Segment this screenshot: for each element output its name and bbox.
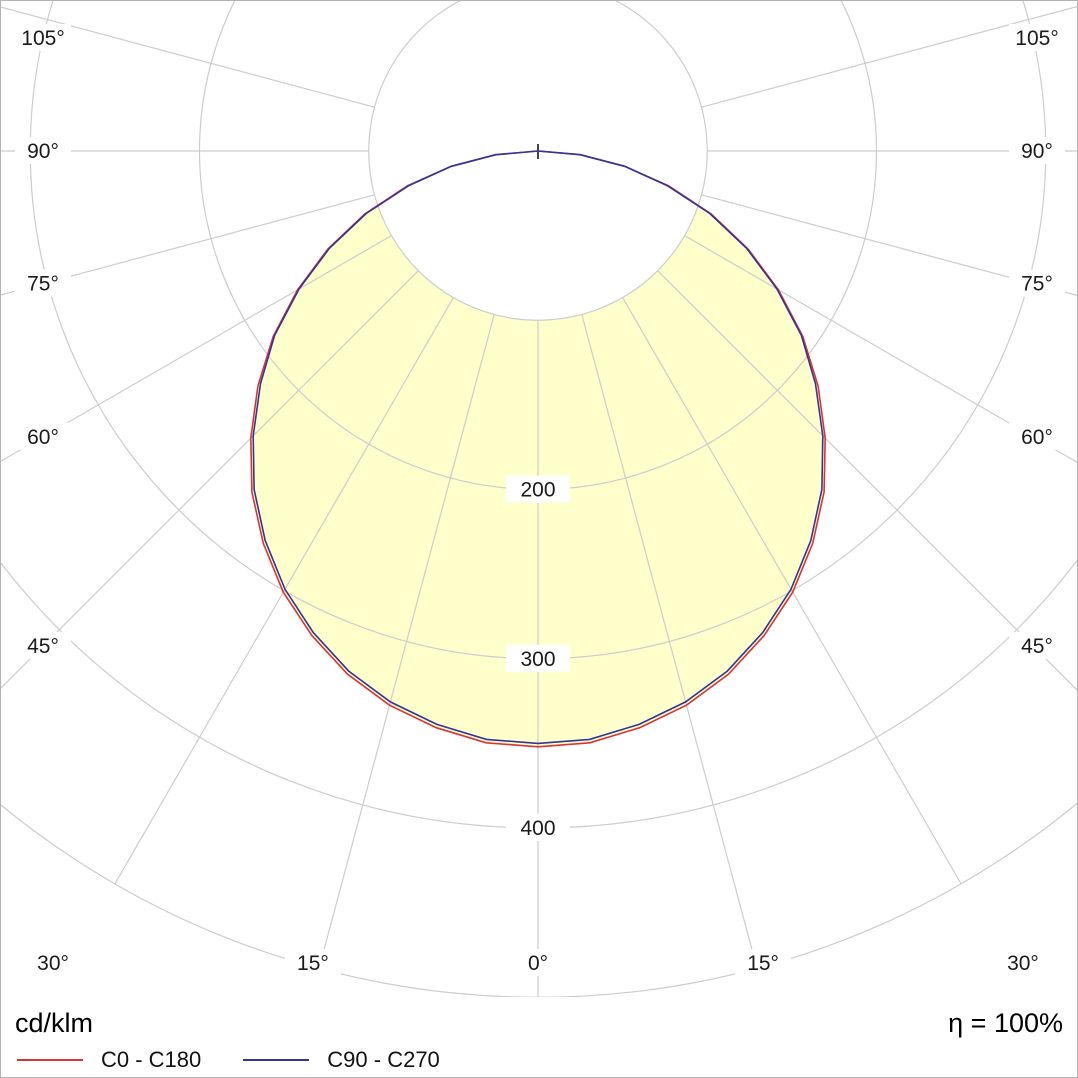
angle-label-bg: [15, 632, 71, 659]
svg-text:400: 400: [520, 817, 555, 840]
svg-text:300: 300: [520, 648, 555, 671]
legend-swatch: [243, 1059, 310, 1061]
svg-text:0°: 0°: [528, 952, 548, 975]
angle-label-bg: [25, 949, 82, 976]
inner-circle-mask: [368, 1, 708, 321]
svg-text:30°: 30°: [1007, 952, 1039, 975]
angle-label-bg: [284, 949, 341, 976]
angle-label-bg: [1009, 137, 1065, 164]
plot-area: 200 300 400 0° 15° 15° 30° 30° 45° 45° 60° 60° 75° 75…: [1, 1, 1077, 997]
svg-text:105°: 105°: [21, 27, 64, 50]
angle-label-bg: [15, 137, 71, 164]
angle-label-bg: [735, 949, 792, 976]
angle-label-bg: [15, 422, 71, 450]
grid-ray: [1, 270, 419, 689]
legend-label: C90 - C270: [327, 1047, 440, 1072]
grid-ray: [1, 6, 375, 108]
svg-text:15°: 15°: [747, 952, 779, 975]
grid-ray: [657, 270, 1077, 691]
svg-text:45°: 45°: [27, 635, 59, 658]
grid-ray: [1, 235, 392, 462]
angle-label-bg: [1009, 422, 1065, 450]
svg-text:105°: 105°: [1015, 27, 1058, 50]
legend-item-c90-c270: C90 - C270: [243, 1047, 440, 1073]
unit-label: cd/klm: [15, 1008, 94, 1038]
svg-text:90°: 90°: [1021, 140, 1053, 163]
svg-text:45°: 45°: [1021, 635, 1053, 658]
grid-ray: [701, 5, 1077, 108]
legend: C0 - C180 C90 - C270: [15, 1047, 1063, 1073]
footer: cd/klm η = 100% C0 - C180 C90 - C270: [1, 1008, 1077, 1073]
grid-ray: [622, 297, 962, 885]
angle-label-bg: [15, 24, 71, 51]
svg-text:30°: 30°: [37, 952, 69, 975]
curve-c0-c180: [249, 150, 827, 748]
svg-text:75°: 75°: [1021, 273, 1053, 296]
footer-top: cd/klm η = 100%: [15, 1008, 1063, 1039]
grid-ray: [318, 314, 495, 969]
efficiency-label: η = 100%: [948, 1008, 1063, 1038]
svg-text:15°: 15°: [297, 952, 329, 975]
svg-text:60°: 60°: [1021, 426, 1053, 449]
grid-ray: [581, 314, 758, 969]
svg-text:75°: 75°: [27, 273, 59, 296]
grid-ray: [684, 235, 1077, 463]
legend-swatch: [17, 1059, 83, 1061]
angle-label-bg: [1009, 24, 1065, 51]
radial-label-bg: [506, 644, 570, 672]
angle-label-bg: [1009, 269, 1065, 297]
legend-item-c0-c180: C0 - C180: [17, 1047, 201, 1073]
curve-c90-c270: [252, 150, 824, 745]
grid-ray: [114, 297, 454, 885]
radial-label-bg: [506, 814, 570, 841]
svg-text:90°: 90°: [27, 140, 59, 163]
svg-text:60°: 60°: [27, 426, 59, 449]
angle-label-bg: [1009, 632, 1065, 659]
radial-label-bg: [506, 475, 570, 503]
legend-label: C0 - C180: [101, 1047, 202, 1072]
angle-label-bg: [15, 269, 71, 297]
svg-text:200: 200: [520, 479, 555, 502]
angle-label-bg: [994, 949, 1051, 976]
angle-label-bg: [510, 949, 566, 976]
